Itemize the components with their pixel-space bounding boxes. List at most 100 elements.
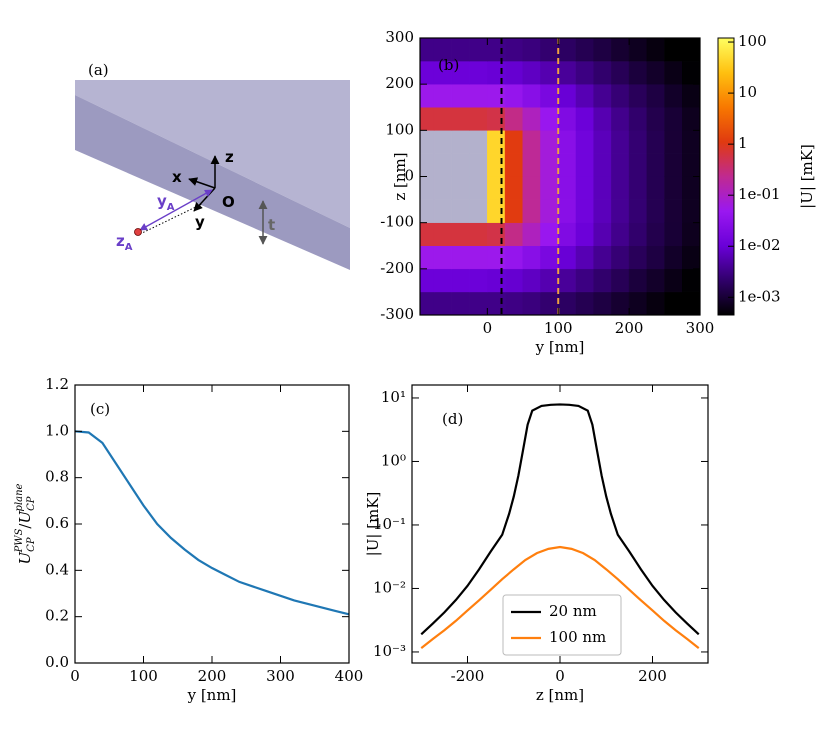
ylabel-sub: CP — [26, 496, 37, 511]
heatmap-cell — [540, 38, 559, 62]
heatmap-cell — [451, 130, 470, 154]
heatmap-cell — [628, 60, 648, 85]
heatmap-cell — [451, 245, 470, 270]
x-tick-label: 100 — [129, 667, 158, 685]
heatmap-cell — [593, 153, 612, 177]
heatmap-cell — [469, 291, 488, 315]
heatmap-cell — [611, 199, 630, 223]
heatmap-cell — [628, 268, 648, 293]
x-tick-label: 200 — [615, 319, 644, 337]
heatmap-cell — [522, 268, 541, 293]
heatmap-cell — [682, 153, 700, 177]
x-tick-label: 300 — [686, 319, 715, 337]
series-line — [420, 545, 700, 649]
heatmap-cell — [451, 268, 470, 293]
heatmap-cell — [682, 199, 700, 223]
heatmap-cell — [557, 83, 577, 108]
heatmap-cell — [593, 60, 612, 85]
heatmap-cell — [469, 38, 488, 62]
heatmap-cell — [646, 83, 665, 108]
heatmap-cell — [664, 268, 683, 293]
heatmap-cell — [469, 199, 488, 223]
heatmap-cell — [540, 130, 559, 154]
heatmap-cell — [682, 176, 700, 200]
heatmap-cell — [682, 130, 700, 154]
heatmap-cell — [557, 245, 577, 270]
x-axis-label: y [nm] — [535, 338, 585, 356]
colorbar-label: |U| [mK] — [798, 144, 816, 209]
heatmap-cell — [646, 107, 665, 131]
heatmap-cell — [522, 38, 541, 62]
heatmap-cell — [540, 107, 559, 131]
heatmap-cell — [575, 107, 594, 131]
heatmap-cell — [628, 222, 648, 247]
x-tick-label: 0 — [483, 319, 493, 337]
y-tick-label: 10⁻¹ — [373, 515, 406, 533]
heatmap-cell — [557, 153, 577, 177]
heatmap-cell — [420, 176, 435, 200]
ylabel-base: U — [16, 550, 34, 564]
heatmap-cell — [593, 199, 612, 223]
heatmap-cell — [504, 268, 524, 293]
ylabel-base: U — [16, 510, 34, 524]
colorbar-tick-label: 1e-02 — [738, 236, 781, 254]
heatmap-cell — [593, 291, 612, 315]
heatmap-cell — [682, 291, 700, 315]
heatmap-cell — [664, 107, 683, 131]
heatmap-cell — [664, 153, 683, 177]
ylabel-sup: PWS — [14, 528, 25, 553]
heatmap-cell — [611, 268, 630, 293]
heatmap-cell — [575, 268, 594, 293]
colorbar-tick-label: 1 — [738, 134, 748, 152]
x-tick-label: 0 — [70, 667, 80, 685]
colorbar-tick-label: 1e-03 — [738, 287, 781, 305]
heatmap-cell — [611, 107, 630, 131]
y-tick-label: -100 — [380, 213, 414, 231]
heatmap-cell — [593, 83, 612, 108]
y-tick-label: 10¹ — [381, 388, 406, 406]
heatmap-cell — [540, 245, 559, 270]
heatmap-cell — [646, 153, 665, 177]
heatmap-cell — [420, 222, 435, 247]
heatmap-cell — [420, 291, 435, 315]
legend-label: 100 nm — [549, 628, 606, 646]
heatmap-cell — [433, 107, 453, 131]
heatmap-cell — [557, 60, 577, 85]
heatmap-cell — [504, 222, 524, 247]
x-tick-label: 0 — [555, 667, 565, 685]
heatmap-cell — [646, 130, 665, 154]
heatmap-cell — [451, 83, 470, 108]
plot-frame — [74, 384, 350, 664]
ya-label: yA — [157, 192, 175, 213]
y-tick-label: 300 — [385, 28, 414, 46]
axis-label: y — [195, 213, 205, 231]
heatmap-cell — [575, 291, 594, 315]
heatmap-cell — [420, 38, 435, 62]
heatmap-cell — [611, 245, 630, 270]
heatmap-cell — [575, 83, 594, 108]
heatmap-cell — [664, 222, 683, 247]
heatmap-cell — [522, 153, 541, 177]
diagram: (a) z x y O t yA zA — [75, 61, 350, 270]
heatmap-cell — [420, 153, 435, 177]
heatmap-cell — [575, 222, 594, 247]
heatmap-cell — [540, 176, 559, 200]
heatmap-cell — [504, 107, 524, 131]
heatmap-cell — [646, 291, 665, 315]
y-tick-label: 200 — [385, 74, 414, 92]
series-line — [74, 430, 350, 616]
heatmap-cell — [504, 176, 524, 200]
heatmap-cell — [575, 130, 594, 154]
y-tick-label: -200 — [380, 259, 414, 277]
heatmap-cell — [469, 176, 488, 200]
heatmap-cell — [646, 222, 665, 247]
y-axis-label: |U| [mK] — [364, 492, 382, 557]
dotted-line — [139, 203, 203, 235]
heatmap-cell — [451, 222, 470, 247]
ya-arrow — [139, 189, 213, 231]
heatmap-cell — [628, 176, 648, 200]
heatmap-cell — [540, 153, 559, 177]
heatmap-cell — [628, 38, 648, 62]
x-tick-label: 200 — [198, 667, 227, 685]
axis-label: z — [225, 148, 234, 166]
